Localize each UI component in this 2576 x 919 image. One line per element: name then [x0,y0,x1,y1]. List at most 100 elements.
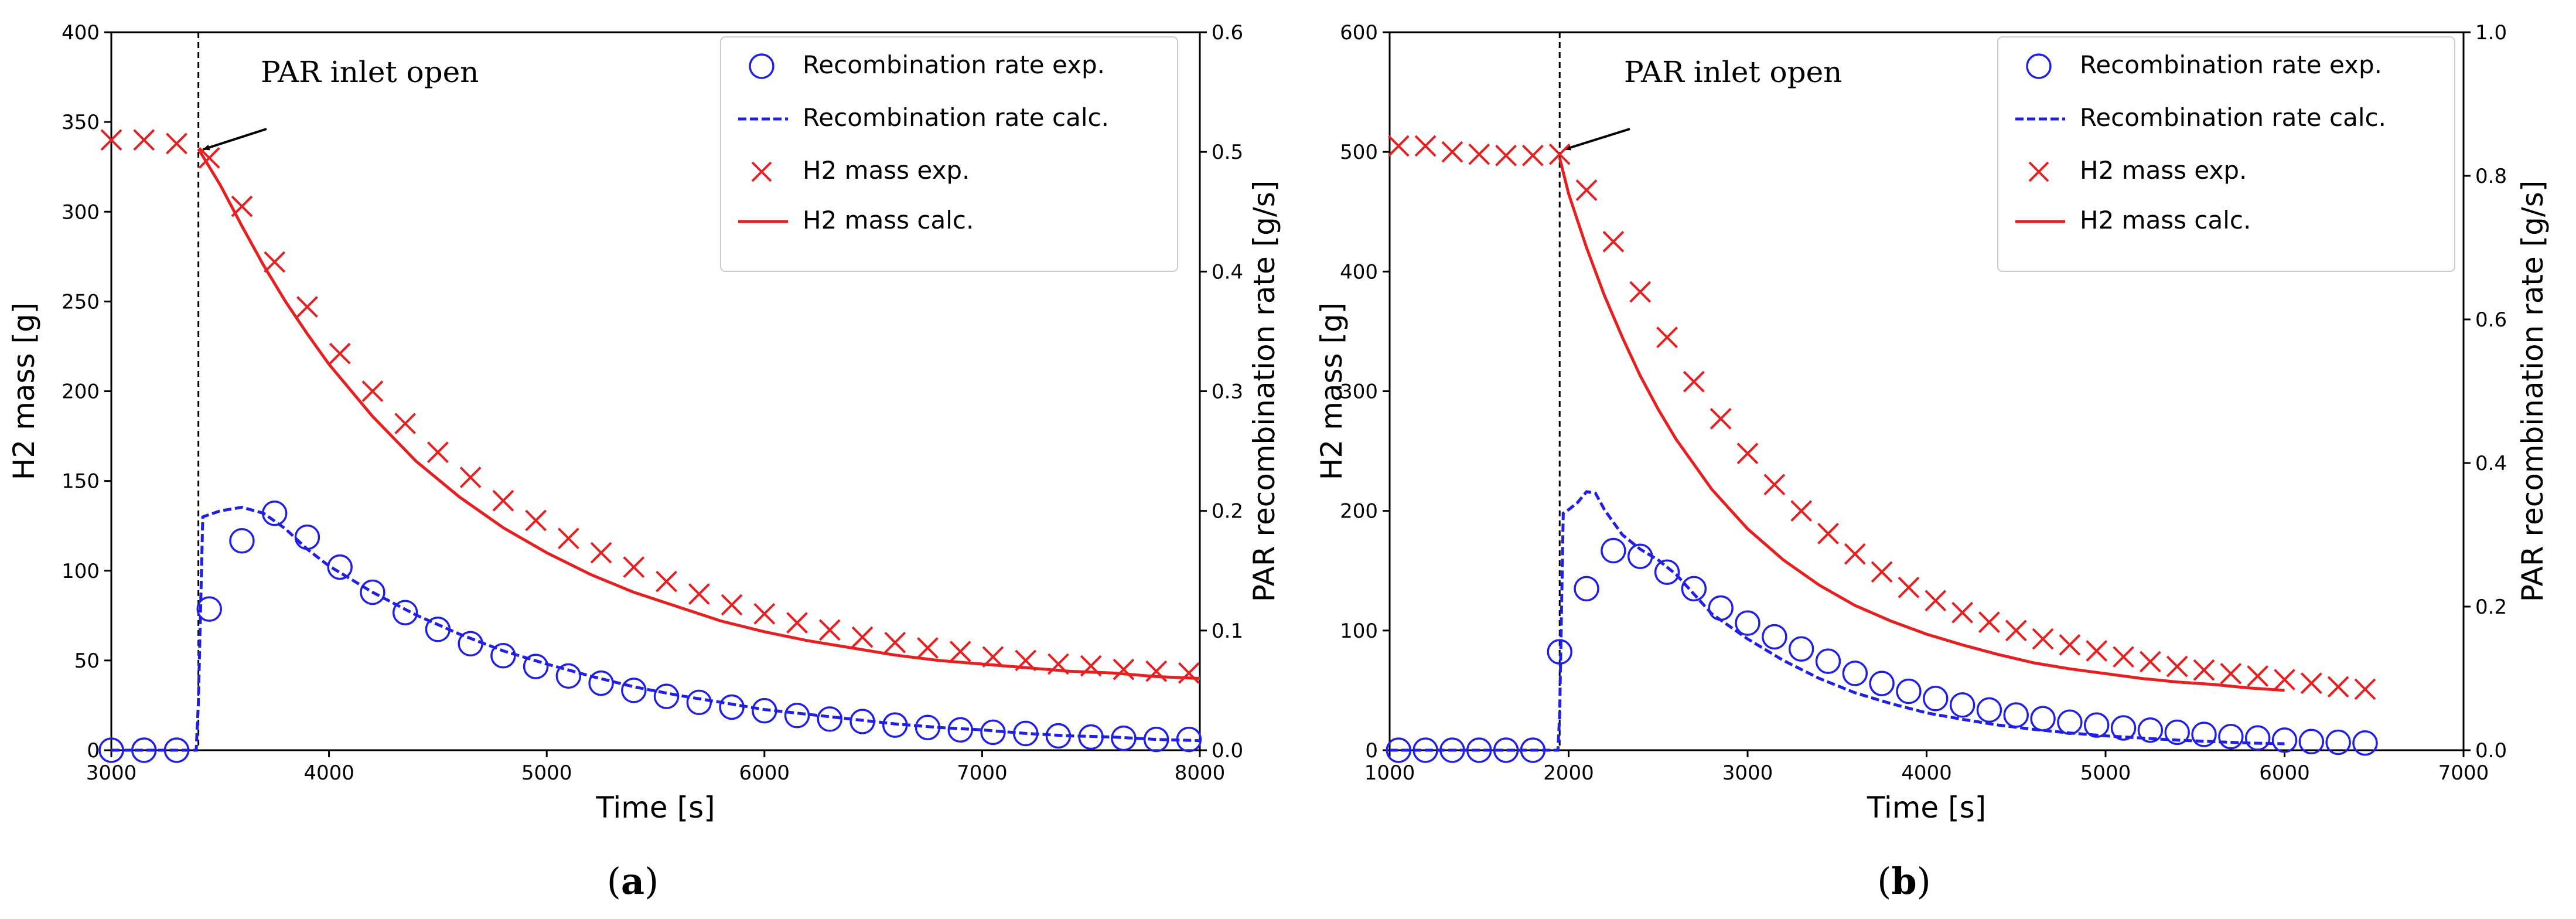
x-marker-stroke [2274,669,2295,690]
x-marker-stroke [1113,658,1135,680]
recombination-rate-exp-point [196,596,222,622]
legend-entry-label: H2 mass exp. [803,156,970,185]
h2-mass-exp-point [884,631,906,653]
x-marker-stroke [1978,611,2000,633]
h2-mass-exp-point [818,619,841,641]
x-marker-stroke [2059,634,2081,656]
x-marker-stroke [1710,408,1732,430]
recombination-rate-exp-point [1708,595,1734,621]
chart-panel-b: 1000 2000 3000 4000 5000 6000 7000 0 100 200 300 40… [1315,21,2550,903]
recombination-rate-exp-point [523,653,549,679]
recombination-rate-exp-point [2003,702,2029,728]
x-marker-stroke [917,637,939,659]
x-marker-stroke [1817,523,1839,544]
recombination-rate-exp-point [327,554,353,580]
y-right-tick-label: 0.2 [1212,500,1243,523]
y-right-tick-label: 0.8 [2475,165,2507,188]
x-marker-stroke [492,489,514,512]
h2-mass-exp-point [1629,281,1652,303]
y-left-tick-label: 300 [1340,380,1378,404]
h2-mass-exp-point [917,637,939,659]
y-right-tick-label: 0.3 [1212,380,1243,404]
recombination-rate-exp-point [1762,624,1787,650]
y-right-tick-label: 0.5 [1212,141,1243,164]
legend: Recombination rate exp. Recombination rat… [720,36,1178,272]
recombination-rate-exp-point [1923,686,1949,712]
y-left-tick-label: 400 [62,21,100,45]
y-right-tick-label: 0.6 [1212,21,1243,45]
h2-mass-exp-point [623,556,645,578]
legend-entry-label: Recombination rate exp. [803,50,1105,79]
x-tick-label: 3000 [86,761,137,785]
y-left-tick-label: 200 [1340,500,1378,523]
caption-letter: a [621,860,644,903]
x-marker-stroke [1736,443,1759,465]
h2-mass-exp-point [361,380,384,402]
y-right-tick-label: 0.2 [2475,595,2507,619]
x-marker-stroke [1629,281,1652,303]
recombination-rate-exp-point [1681,576,1707,602]
x-marker-stroke [1441,141,1463,163]
recombination-rate-exp-point [817,706,843,732]
x-marker-stroke [1178,662,1200,684]
recombination-rate-exp-point [555,663,582,689]
h2-mass-exp-point [1548,143,1571,165]
recombination-rate-exp-point [1654,559,1680,585]
y-right-tick-label: 0.4 [2475,452,2507,475]
h2-mass-exp-point [427,441,449,464]
h2-mass-exp-point [786,612,808,634]
x-marker-stroke [721,594,743,616]
x-marker-stroke [557,527,579,550]
recombination-rate-exp-point [1111,725,1137,751]
h2-mass-exp-point [1602,230,1625,253]
h2-mass-exp-point [525,509,547,532]
recombination-rate-exp-point [360,579,385,605]
legend-box [720,36,1178,272]
h2-mass-exp-point [2113,646,2134,668]
caption-letter: b [1891,860,1916,903]
recombination-rate-exp-point [1574,576,1599,602]
h2-mass-exp-point [459,467,482,488]
h2-mass-exp-point [2086,640,2108,662]
h2-mass-exp-point [1575,179,1598,201]
h2-mass-exp-point [1656,326,1678,349]
legend-box [1997,36,2455,272]
legend-entry-label: Recombination rate exp. [2080,50,2382,79]
x-marker-stroke [949,641,971,662]
recombination-rate-exp-point [1842,661,1868,686]
x-tick-label: 5000 [2080,761,2131,785]
recombination-rate-exp-point [2271,727,2298,753]
x-marker-stroke [2032,628,2054,650]
recombination-rate-exp-point [294,524,320,550]
recombination-rate-exp-point [1896,678,1922,704]
h2-mass-exp-point [1763,474,1786,496]
x-tick-label: 5000 [521,761,572,785]
h2-mass-exp-point [394,413,417,435]
x-marker-stroke [525,509,547,532]
h2-mass-exp-point [2032,628,2054,650]
x-tick-label: 4000 [1901,761,1952,785]
h2-mass-exp-point [133,129,155,151]
h2-mass-exp-point [1495,144,1517,166]
x-marker-stroke [656,570,677,593]
h2-mass-exp-point [1951,601,1974,624]
y-left-tick-label: 200 [62,380,100,404]
caption-close-paren: ) [644,860,658,903]
h2-mass-exp-point [590,542,612,564]
h2-mass-exp-point [2059,634,2081,656]
annotation-text: PAR inlet open [1624,55,1842,89]
y-right-tick-label: 1.0 [2475,21,2507,45]
h2-mass-exp-point [492,489,514,512]
h2-mass-exp-point [656,570,677,593]
h2-mass-exp-point [2300,672,2322,695]
recombination-rate-exp-point [719,694,745,720]
x-marker-stroke [1387,135,1410,157]
recombination-rate-exp-point [784,703,810,729]
legend-entry-label: H2 mass calc. [803,206,974,234]
y-right-axis-title: PAR recombination rate [g/s] [1247,181,1281,603]
panel-caption: (a) [607,860,659,903]
caption-close-paren: ) [1917,860,1931,903]
recombination-rate-exp-point [2352,730,2378,756]
x-marker-stroke [1683,370,1705,393]
h2-mass-exp-point [1178,662,1200,684]
